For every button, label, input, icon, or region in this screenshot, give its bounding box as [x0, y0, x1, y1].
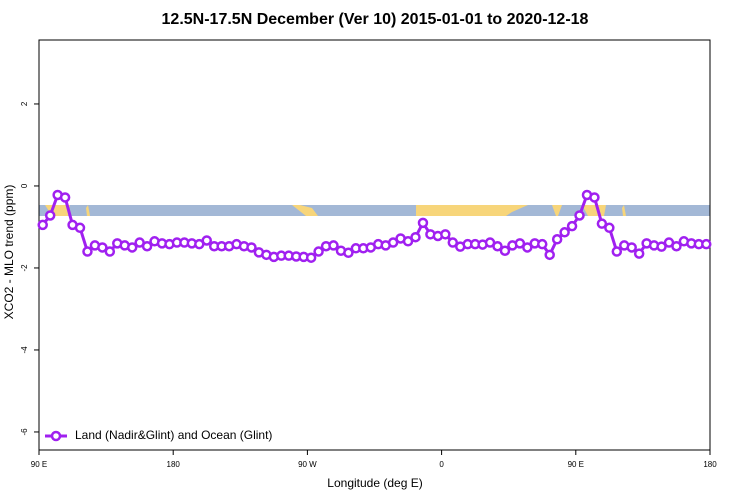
data-point — [417, 217, 429, 229]
data-point — [559, 227, 570, 238]
y-tick-label: -4 — [20, 346, 29, 354]
data-point — [74, 222, 86, 234]
data-point — [499, 245, 511, 256]
data-point — [544, 249, 555, 261]
data-point — [514, 238, 526, 249]
data-point — [574, 210, 585, 221]
data-point — [201, 235, 212, 246]
data-point — [313, 246, 324, 257]
data-point — [537, 238, 548, 250]
data-point — [343, 247, 354, 259]
chart-title: 12.5N-17.5N December (Ver 10) 2015-01-01… — [162, 11, 589, 28]
x-tick-label: 90 E — [31, 460, 47, 469]
data-point — [305, 252, 317, 263]
data-point — [440, 229, 451, 240]
data-point — [387, 237, 399, 248]
data-point — [37, 219, 48, 231]
data-point — [59, 192, 71, 203]
data-point — [522, 242, 533, 253]
legend-label: Land (Nadir&Glint) and Ocean (Glint) — [75, 428, 272, 442]
data-point — [447, 237, 459, 248]
data-point — [671, 240, 682, 252]
data-point — [410, 231, 421, 243]
data-point — [589, 192, 600, 203]
data-point — [656, 241, 667, 252]
x-tick-label: 0 — [439, 460, 444, 469]
x-tick-label: 90 W — [298, 460, 317, 469]
data-point — [611, 246, 623, 257]
data-point — [246, 242, 257, 253]
y-axis-label: XCO2 - MLO trend (ppm) — [2, 185, 16, 320]
x-tick-label: 180 — [703, 460, 717, 469]
y-tick-label: -6 — [20, 428, 29, 436]
data-point — [104, 246, 116, 257]
x-tick-label: 90 E — [568, 460, 584, 469]
data-point — [604, 222, 615, 234]
x-tick-label: 180 — [167, 460, 181, 469]
data-point — [566, 220, 578, 232]
surface-band — [39, 205, 710, 216]
data-point — [328, 240, 339, 251]
data-point — [701, 238, 712, 250]
data-point — [97, 242, 108, 253]
data-point — [492, 240, 503, 252]
data-point — [44, 210, 56, 221]
data-point — [596, 218, 608, 229]
data-point — [82, 246, 93, 257]
data-point — [402, 236, 414, 247]
legend-marker — [50, 430, 62, 442]
data-point — [626, 242, 637, 253]
data-point — [633, 248, 645, 259]
y-tick-label: 0 — [20, 183, 29, 188]
x-axis-label: Longitude (deg E) — [327, 476, 422, 490]
data-point — [126, 242, 138, 253]
y-tick-label: 2 — [20, 101, 29, 106]
data-point — [551, 234, 563, 245]
y-tick-label: -2 — [20, 264, 29, 272]
data-point — [141, 240, 153, 252]
